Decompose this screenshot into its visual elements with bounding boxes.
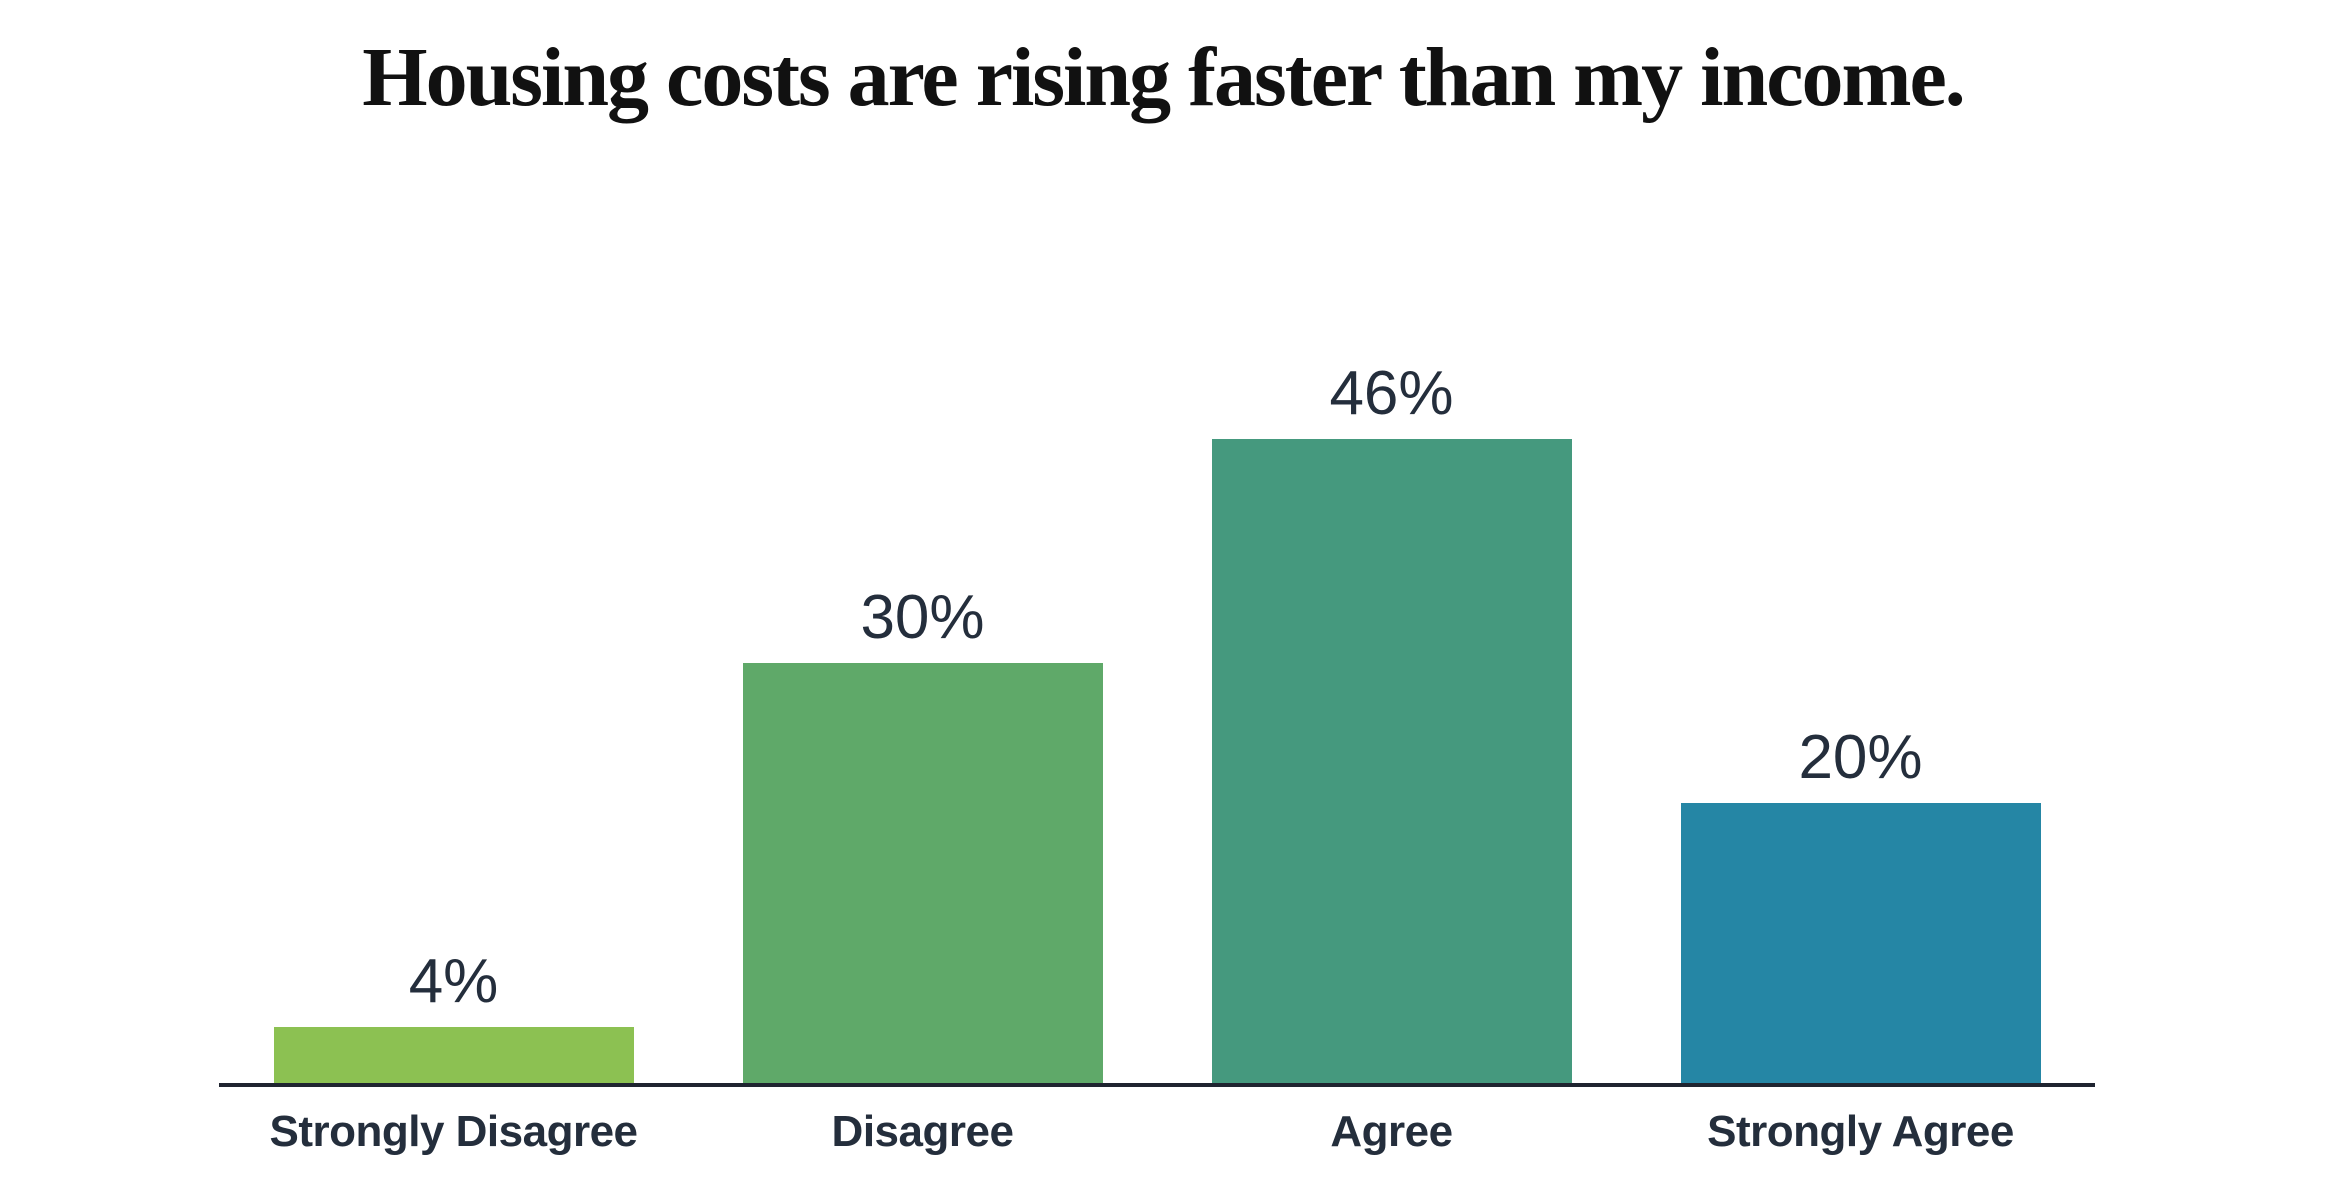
bar-value-label: 20% bbox=[1798, 723, 1923, 792]
bar-category-label: Strongly Disagree bbox=[269, 1107, 638, 1156]
bar-column: 4% bbox=[273, 947, 634, 1083]
bar-column: 30% bbox=[742, 583, 1103, 1083]
bar-value-label: 46% bbox=[1329, 359, 1454, 428]
x-axis-line bbox=[219, 1083, 2095, 1087]
bar bbox=[742, 663, 1103, 1083]
bar-column: 46% bbox=[1211, 359, 1572, 1083]
bar bbox=[1680, 803, 2041, 1083]
chart-title: Housing costs are rising faster than my … bbox=[362, 31, 1966, 124]
bar-chart: 4% 30% 46% 20% Strongly Disagree Disagree Agr… bbox=[219, 0, 2095, 1192]
bar-category-label: Disagree bbox=[831, 1107, 1014, 1156]
bar-category-label: Agree bbox=[1330, 1107, 1453, 1156]
bar-category-label: Strongly Agree bbox=[1707, 1107, 2014, 1156]
bar-column: 20% bbox=[1680, 723, 2041, 1083]
bar bbox=[1211, 439, 1572, 1083]
bar-value-label: 4% bbox=[408, 947, 499, 1016]
bar bbox=[273, 1027, 634, 1083]
bars-row: 4% 30% 46% 20% bbox=[219, 323, 2095, 1083]
bar-value-label: 30% bbox=[860, 583, 985, 652]
categories-row: Strongly Disagree Disagree Agree Strongly A… bbox=[219, 1107, 2095, 1156]
